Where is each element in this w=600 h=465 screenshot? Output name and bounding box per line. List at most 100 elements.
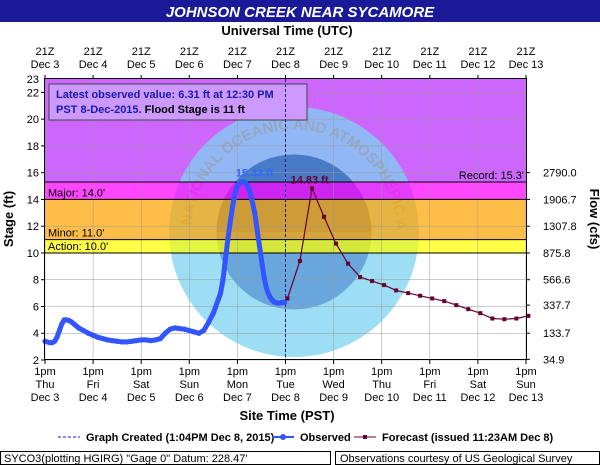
bottom-tick-line1-7: 1pm <box>371 366 392 378</box>
bottom-tick-line1-4: 1pm <box>227 366 248 378</box>
forecast-point-15 <box>466 307 471 312</box>
forecast-point-16 <box>478 311 483 316</box>
top-axis-title: Universal Time (UTC) <box>221 23 352 38</box>
observed-point-41 <box>205 319 212 326</box>
top-tick-line2-1: Dec 4 <box>79 59 108 71</box>
bottom-tick-line1-10: 1pm <box>515 366 536 378</box>
bottom-tick-line3-2: Dec 5 <box>127 392 156 404</box>
observed-point-32 <box>162 330 168 336</box>
latest-value-box: Latest observed value: 6.31 ft at 12:30 … <box>48 83 308 121</box>
forecast-point-0 <box>285 296 290 301</box>
ytick-label-4: 10 <box>27 248 39 260</box>
forecast-point-11 <box>418 293 423 298</box>
observed-point-48 <box>225 236 231 243</box>
top-tick-line2-0: Dec 3 <box>31 59 60 71</box>
top-tick-line1-7: 21Z <box>372 46 391 58</box>
top-tick-line2-7: Dec 10 <box>364 59 399 71</box>
legend-forecast: Forecast (issued 11:23AM Dec 8) <box>382 432 554 444</box>
observed-point-18 <box>95 334 101 340</box>
forecast-point-12 <box>430 296 435 301</box>
observed-point-61 <box>257 250 264 256</box>
observed-point-7 <box>59 321 65 327</box>
observed-point-46 <box>220 277 226 283</box>
observed-point-59 <box>252 210 258 216</box>
top-tick-line2-5: Dec 8 <box>271 59 300 71</box>
top-tick-line2-10: Dec 13 <box>509 59 544 71</box>
observed-point-57 <box>246 187 253 193</box>
forecast-point-14 <box>454 303 459 308</box>
observed-point-39 <box>196 330 202 336</box>
flood-stage-note: Flood Stage is 11 ft <box>142 104 246 116</box>
x-axis-label: Site Time (PST) <box>239 408 334 423</box>
bottom-tick-line1-1: 1pm <box>82 366 103 378</box>
bottom-tick-line2-10: Sun <box>516 379 536 391</box>
bottom-tick-line3-1: Dec 4 <box>79 392 108 404</box>
latest-value-line1: Latest observed value: 6.31 ft at 12:30 … <box>56 89 274 101</box>
observed-point-64 <box>263 285 269 291</box>
forecast-point-17 <box>490 316 495 321</box>
observed-point-6 <box>56 327 63 334</box>
observed-point-38 <box>191 329 197 335</box>
observed-point-23 <box>119 339 125 345</box>
bottom-tick-line2-8: Fri <box>423 379 436 391</box>
bottom-tick-line3-9: Dec 12 <box>460 392 495 404</box>
ytick-label-9: 20 <box>27 114 39 126</box>
bottom-tick-line2-7: Thu <box>372 379 391 391</box>
y2tick-label-4: 875.8 <box>543 248 571 260</box>
forecast-point-18 <box>502 317 507 322</box>
top-tick-line2-4: Dec 7 <box>223 59 252 71</box>
y2-axis-label: Flow (cfs) <box>587 189 600 250</box>
observed-point-49 <box>227 219 233 225</box>
ytick-label-1: 4 <box>33 328 39 340</box>
bottom-tick-line3-5: Dec 8 <box>271 392 300 404</box>
observed-point-63 <box>261 275 267 281</box>
ytick-label-top: 23 <box>27 74 39 86</box>
forecast-point-7 <box>370 279 375 284</box>
y2tick-label-5: 1307.8 <box>543 221 577 233</box>
legend-graph-created: Graph Created (1:04PM Dec 8, 2015) <box>86 432 275 444</box>
forecast-point-8 <box>382 283 387 288</box>
bottom-tick-line3-10: Dec 13 <box>509 392 544 404</box>
legend-forecast-swatch-dot <box>363 435 367 439</box>
bottom-tick-line1-5: 1pm <box>275 366 296 378</box>
observed-point-4 <box>52 338 58 344</box>
ytick-label-2: 6 <box>33 301 39 313</box>
bottom-tick-line2-2: Sat <box>133 379 150 391</box>
bottom-tick-line3-8: Dec 11 <box>413 392 447 404</box>
legend: Graph Created (1:04PM Dec 8, 2015) Obser… <box>58 432 554 444</box>
y2tick-label-0: 34.9 <box>543 354 564 366</box>
observed-point-47 <box>222 257 228 263</box>
observed-point-35 <box>177 325 183 332</box>
title-banner <box>0 0 600 22</box>
y2tick-label-7: 2790.0 <box>543 168 577 180</box>
series-layer <box>42 79 531 360</box>
bottom-tick-line3-0: Dec 3 <box>31 392 60 404</box>
peak-labels: 15.33 ft 14.83 ft <box>236 168 329 187</box>
svg-text:PST 8-Dec-2015. Flood Stage is: PST 8-Dec-2015. Flood Stage is 11 ft <box>56 104 245 116</box>
observed-point-42 <box>210 310 216 316</box>
observed-point-21 <box>109 337 115 344</box>
observed-point-45 <box>217 290 224 296</box>
top-tick-line2-2: Dec 5 <box>127 59 156 71</box>
observed-point-43 <box>213 303 219 310</box>
ytick-label-8: 18 <box>27 141 39 153</box>
observed-point-17 <box>90 332 96 338</box>
forecast-point-6 <box>358 275 363 280</box>
bottom-tick-line3-7: Dec 10 <box>364 392 399 404</box>
y2tick-label-3: 566.6 <box>543 275 571 287</box>
chart-title: JOHNSON CREEK NEAR SYCAMORE <box>166 4 435 21</box>
observed-point-16 <box>85 330 91 336</box>
top-tick-line1-10: 21Z <box>517 46 536 58</box>
observed-point-51 <box>232 191 238 197</box>
ytick-label-6: 14 <box>27 194 39 206</box>
observed-point-22 <box>114 338 120 344</box>
bottom-tick-line2-5: Tue <box>276 379 295 391</box>
legend-observed: Observed <box>300 432 351 444</box>
y2tick-label-2: 337.7 <box>543 300 571 312</box>
footer: SYCO3(plotting HGIRG) "Gage 0" Datum: 22… <box>0 451 600 465</box>
observed-point-62 <box>259 263 266 269</box>
top-tick-line2-6: Dec 9 <box>319 59 348 71</box>
ytick-label-10: 22 <box>27 87 39 99</box>
